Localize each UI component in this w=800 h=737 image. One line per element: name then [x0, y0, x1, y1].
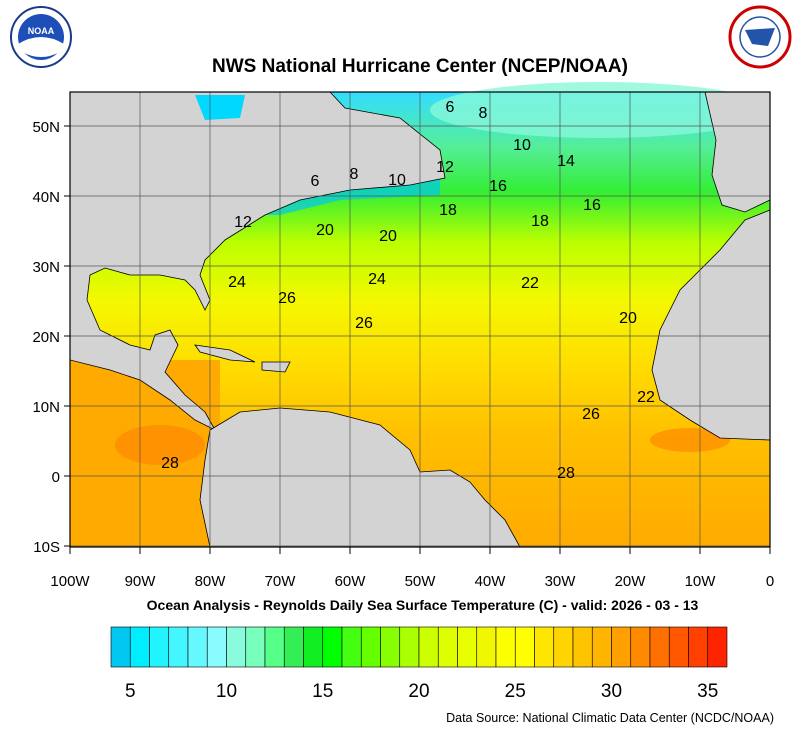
lon-label: 30W: [545, 573, 577, 590]
colorbar-swatch: [572, 626, 593, 668]
lon-label: 70W: [265, 573, 297, 590]
lon-label: 20W: [615, 573, 647, 590]
contour-label: 22: [521, 275, 539, 292]
contour-label: 14: [557, 153, 575, 170]
colorbar-swatch: [380, 626, 401, 668]
contour-label: 18: [531, 213, 549, 230]
figure-subtitle: Ocean Analysis - Reynolds Daily Sea Surf…: [146, 597, 699, 613]
lon-label: 80W: [195, 573, 227, 590]
colorbar: 5 10 15 20 25 30 35: [110, 626, 728, 702]
lon-label: 40W: [475, 573, 507, 590]
contour-label: 8: [350, 166, 359, 183]
lat-label: 20N: [32, 329, 60, 346]
colorbar-swatch: [534, 626, 555, 668]
colorbar-swatch: [226, 626, 247, 668]
contour-label: 20: [619, 310, 637, 327]
colorbar-swatch: [110, 626, 131, 668]
colorbar-swatch: [514, 626, 535, 668]
contour-label: 22: [637, 389, 655, 406]
colorbar-label: 5: [125, 681, 136, 702]
hudson-bay: [195, 95, 245, 120]
contour-label: 24: [368, 271, 386, 288]
colorbar-swatch: [187, 626, 208, 668]
africa: [651, 209, 771, 441]
colorbar-swatch: [168, 626, 189, 668]
contour-label: 16: [583, 197, 601, 214]
colorbar-swatch: [457, 626, 478, 668]
contour-label: 8: [479, 105, 488, 122]
contour-label: 18: [439, 202, 457, 219]
lon-label: 100W: [50, 573, 90, 590]
contour-label: 26: [355, 315, 373, 332]
lon-label: 10W: [685, 573, 717, 590]
colorbar-swatch: [341, 626, 362, 668]
colorbar-swatch: [495, 626, 516, 668]
lat-label: 10S: [33, 539, 60, 556]
colorbar-swatch: [553, 626, 574, 668]
colorbar-label: 35: [697, 681, 718, 702]
axis-labels: 50N 40N 30N 20N 10N 0 10S 100W 90W 80W 70W 60W 50W 40…: [32, 119, 774, 590]
svg-text:NOAA: NOAA: [28, 26, 55, 36]
contour-label: 10: [513, 137, 531, 154]
colorbar-label: 10: [216, 681, 237, 702]
contour-label: 12: [436, 159, 454, 176]
colorbar-swatch: [129, 626, 150, 668]
lon-label: 0: [766, 573, 774, 590]
colorbar-swatch: [668, 626, 689, 668]
nws-logo: [728, 5, 792, 69]
contour-label: 12: [234, 214, 252, 231]
map-panel: 6 8 10 14 12 16 16 18 18 6 8 10 12 20 20 24 24 26 26 22 20 22…: [69, 82, 771, 548]
lon-label: 90W: [125, 573, 157, 590]
colorbar-label: 20: [408, 681, 429, 702]
colorbar-swatch: [399, 626, 420, 668]
colorbar-swatch: [245, 626, 266, 668]
colorbar-swatch: [264, 626, 285, 668]
contour-label: 26: [278, 290, 296, 307]
colorbar-label: 25: [505, 681, 526, 702]
data-source-note: Data Source: National Climatic Data Cent…: [446, 711, 774, 725]
contour-label: 16: [489, 178, 507, 195]
colorbar-swatch: [630, 626, 651, 668]
contour-labels: 6 8 10 14 12 16 16 18 18 6 8 10 12 20 20 24 24 26 26 22 20 22…: [161, 99, 655, 482]
colorbar-swatch: [418, 626, 439, 668]
hispaniola: [261, 361, 291, 373]
contour-label: 10: [388, 172, 406, 189]
colorbar-swatch: [476, 626, 497, 668]
north-america: [69, 91, 446, 431]
lat-label: 10N: [32, 399, 60, 416]
colorbar-swatch: [591, 626, 612, 668]
colorbar-label: 15: [312, 681, 333, 702]
contour-label: 24: [228, 274, 246, 291]
contour-label: 26: [582, 406, 600, 423]
colorbar-swatch: [688, 626, 709, 668]
colorbar-label: 30: [601, 681, 622, 702]
lon-label: 60W: [335, 573, 367, 590]
figure-title: NWS National Hurricane Center (NCEP/NOAA…: [212, 56, 628, 77]
lon-label: 50W: [405, 573, 437, 590]
colorbar-swatch: [303, 626, 324, 668]
contour-label: 20: [379, 228, 397, 245]
colorbar-swatch: [707, 626, 728, 668]
colorbar-swatch: [283, 626, 304, 668]
contour-label: 28: [557, 465, 575, 482]
colorbar-swatch: [360, 626, 381, 668]
noaa-logo: NOAA: [10, 6, 72, 68]
contour-label: 20: [316, 222, 334, 239]
colorbar-swatch: [149, 626, 170, 668]
lat-label: 0: [52, 469, 60, 486]
contour-label: 28: [161, 455, 179, 472]
colorbar-swatch: [437, 626, 458, 668]
colorbar-swatch: [322, 626, 343, 668]
lat-label: 40N: [32, 189, 60, 206]
lat-label: 50N: [32, 119, 60, 136]
colorbar-swatch: [206, 626, 227, 668]
colorbar-swatch: [649, 626, 670, 668]
lat-label: 30N: [32, 259, 60, 276]
contour-label: 6: [446, 99, 455, 116]
contour-label: 6: [311, 173, 320, 190]
colorbar-swatch: [611, 626, 632, 668]
